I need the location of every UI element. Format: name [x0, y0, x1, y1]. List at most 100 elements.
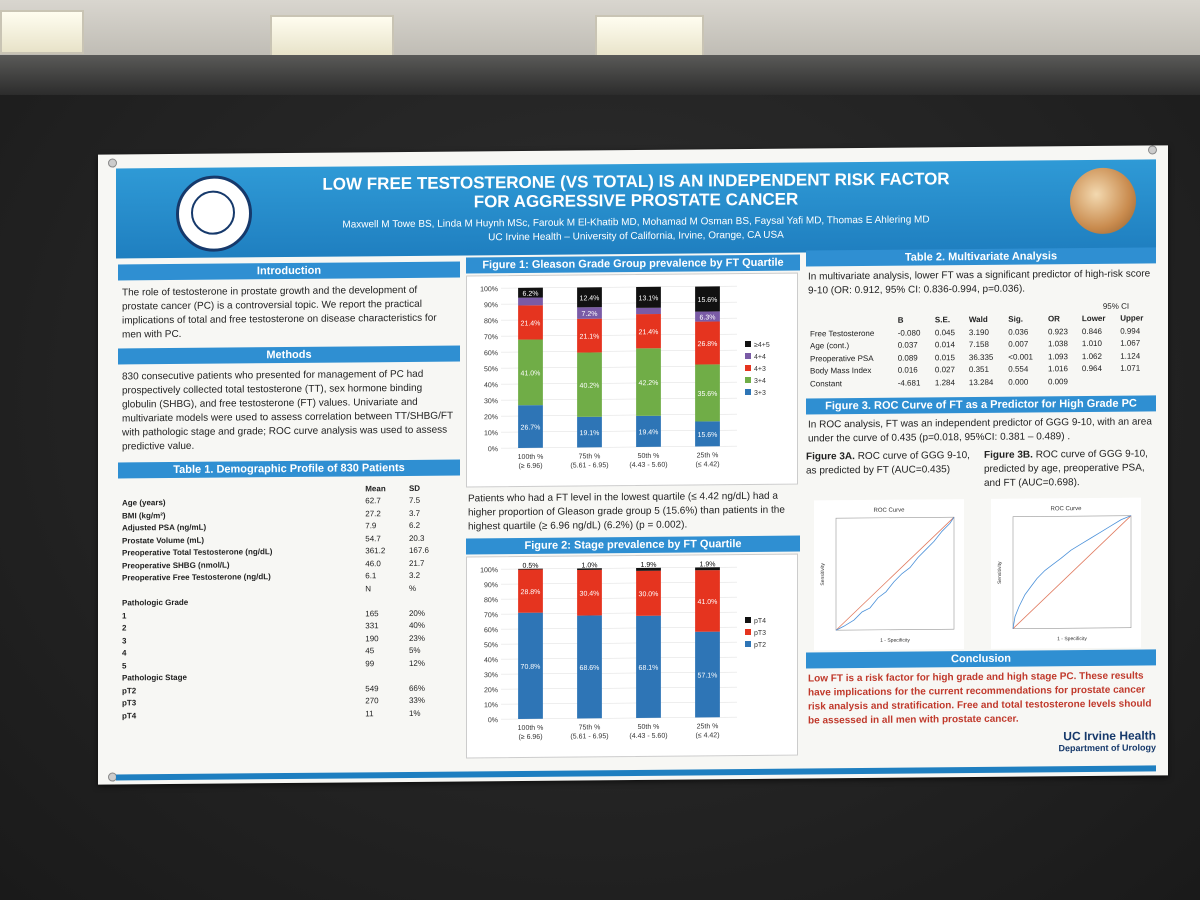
- bar-segment: [518, 339, 543, 406]
- table-cell: 95% CI: [1102, 301, 1130, 311]
- bar-segment: [636, 615, 661, 718]
- table-cell: 0.036: [1008, 327, 1029, 337]
- nautilus-shell-logo: [1070, 167, 1136, 235]
- table-header-cell: Wald: [968, 315, 988, 325]
- x-tick-label: 100th %: [518, 725, 544, 732]
- x-tick-label: 25th %: [697, 452, 719, 459]
- data-label: 70.8%: [521, 664, 541, 671]
- table-cell: 0.015: [934, 352, 955, 363]
- data-label: 19.4%: [639, 429, 659, 436]
- table-cell: [806, 302, 894, 315]
- bar-segment: [636, 307, 661, 315]
- figure3-text: In ROC analysis, FT was an independent p…: [808, 415, 1152, 444]
- figure3a-label: Figure 3A.: [806, 450, 855, 462]
- data-label: 42.2%: [639, 380, 659, 387]
- table-cell: [361, 594, 405, 607]
- table-cell: 7.9: [365, 521, 377, 531]
- table-cell: 167.6: [408, 546, 429, 556]
- data-label: 7.2%: [582, 311, 598, 318]
- table-cell: 23%: [408, 633, 425, 643]
- table-cell: 46.0: [365, 558, 381, 569]
- table-cell: 20.3: [408, 533, 425, 543]
- legend-label: 4+3: [754, 366, 766, 373]
- right-column: Table 2. Multivariate Analysis In multiv…: [806, 247, 1156, 756]
- x-tick-label: (5.61 - 6.95): [570, 733, 608, 740]
- table-cell: 1.071: [1120, 363, 1141, 373]
- x-tick-label: (4.43 - 5.60): [629, 462, 667, 469]
- legend-swatch: [745, 340, 751, 348]
- table-cell: 12%: [408, 658, 425, 668]
- table-cell: -4.681: [897, 378, 921, 388]
- legend-swatch: [745, 364, 751, 372]
- table-cell: 0.014: [934, 340, 955, 350]
- table-cell: N: [365, 584, 372, 594]
- table-cell: 27.2: [365, 508, 381, 519]
- table1-heading: Table 1. Demographic Profile of 830 Pati…: [118, 459, 460, 479]
- table-cell: 66%: [408, 683, 425, 693]
- ceiling-light: [595, 15, 704, 59]
- y-tick-label: 10%: [484, 430, 498, 437]
- table-cell: [405, 669, 448, 682]
- data-label: 15.6%: [698, 297, 718, 304]
- bar-segment: [636, 313, 661, 349]
- uci-health-logo: UC Irvine Health Department of Urology: [806, 728, 1156, 756]
- x-tick-label: (≥ 6.96): [518, 463, 542, 470]
- table-cell: 1.284: [934, 377, 955, 388]
- table-header-cell: SD: [408, 483, 421, 493]
- table-cell: 0.846: [1081, 326, 1102, 336]
- table-cell: 3.7: [408, 508, 421, 518]
- y-tick-label: 20%: [484, 687, 498, 694]
- poster-header: LOW FREE TESTOSTERONE (VS TOTAL) IS AN I…: [116, 159, 1156, 259]
- uc-seal-logo: [176, 175, 252, 252]
- table-header-cell: [806, 314, 894, 327]
- bar-segment: [518, 287, 543, 298]
- y-tick-label: 40%: [484, 382, 498, 389]
- x-tick-label: (≥ 6.96): [518, 734, 542, 741]
- bar-segment: [577, 287, 602, 308]
- legend-label: pT2: [754, 642, 766, 649]
- roc-title: ROC Curve: [1050, 506, 1082, 512]
- table-cell: 99: [365, 659, 375, 669]
- y-tick-label: 50%: [484, 366, 498, 373]
- y-tick-label: 0%: [488, 717, 498, 724]
- table-cell: 1.016: [1047, 364, 1068, 374]
- bar-segment: [577, 307, 602, 319]
- data-label: 68.1%: [639, 665, 659, 672]
- data-label: 41.0%: [698, 599, 718, 606]
- y-tick-label: 70%: [484, 334, 498, 341]
- table-cell: [1078, 375, 1116, 388]
- bar-segment: [636, 415, 661, 447]
- table-cell: 361.2: [365, 546, 386, 556]
- bar-segment: [695, 311, 720, 322]
- data-label: 12.4%: [580, 295, 600, 302]
- table-cell: [1116, 374, 1154, 387]
- poster-board-frame: [0, 55, 1200, 95]
- data-label: 57.1%: [698, 672, 718, 679]
- table-cell: 0.554: [1008, 364, 1029, 374]
- data-label: 21.4%: [521, 320, 541, 327]
- data-label: 6.3%: [700, 314, 716, 321]
- table-cell: [1004, 300, 1044, 313]
- push-pin: [108, 158, 117, 168]
- table-cell: 1.124: [1120, 351, 1141, 361]
- table-cell: %: [408, 583, 417, 593]
- x-tick-label: 75th %: [579, 724, 601, 731]
- data-label: 21.4%: [639, 329, 659, 336]
- table-header-cell: Lower: [1081, 314, 1106, 324]
- x-tick-label: (≤ 4.42): [695, 461, 719, 468]
- table-cell: <0.001: [1008, 352, 1033, 362]
- table-header-cell: OR: [1047, 314, 1060, 324]
- y-tick-label: 0%: [488, 446, 498, 453]
- table-cell: 0.089: [897, 353, 918, 363]
- x-tick-label: 100th %: [518, 454, 544, 461]
- data-label: 1.9%: [641, 562, 657, 569]
- table-cell: 36.335: [968, 352, 994, 362]
- y-tick-label: 20%: [484, 414, 498, 421]
- y-tick-label: 80%: [484, 318, 498, 325]
- bar-segment: [577, 318, 602, 353]
- table-cell: 6.1: [365, 571, 377, 581]
- table-header-cell: Upper: [1120, 313, 1144, 323]
- roc-xlabel: 1 - Specificity: [880, 637, 910, 643]
- y-tick-label: 60%: [484, 350, 498, 357]
- y-tick-label: 60%: [484, 627, 498, 634]
